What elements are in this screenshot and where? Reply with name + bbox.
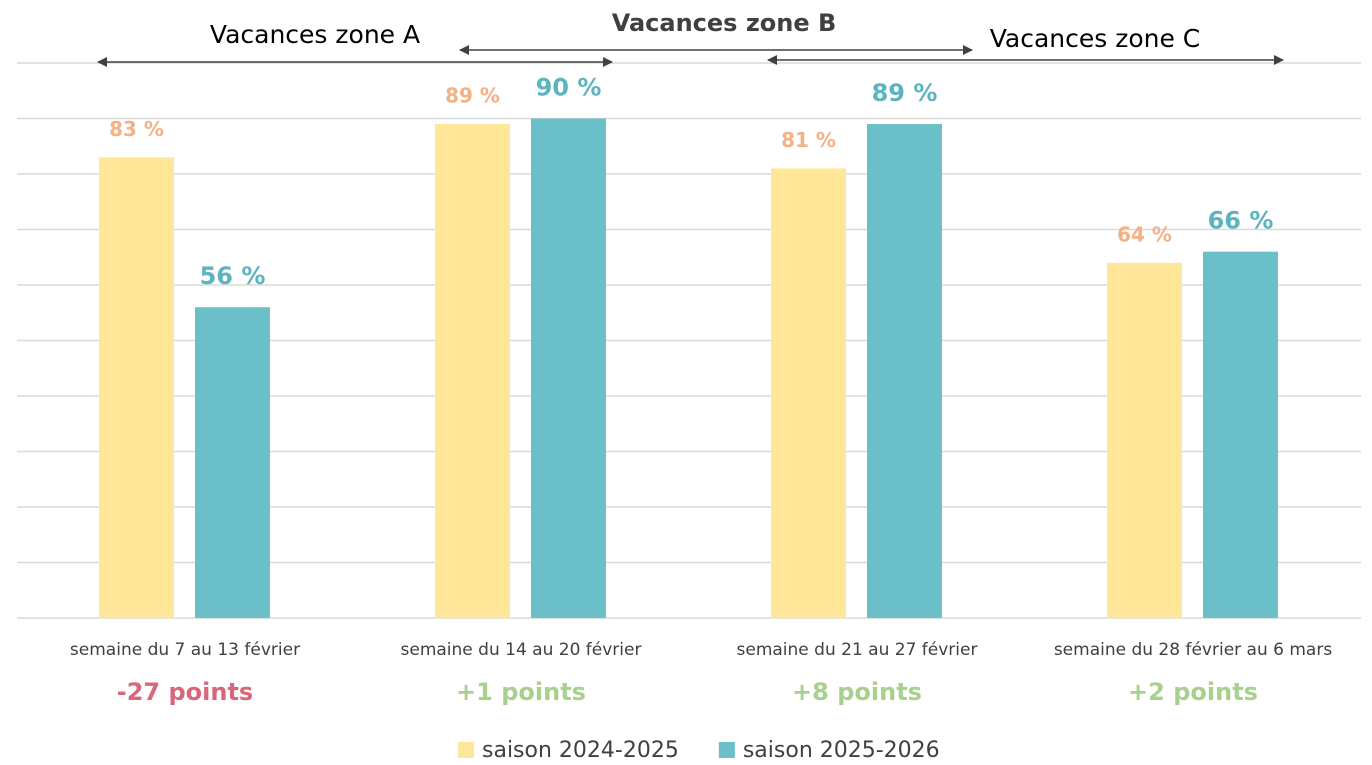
bar <box>195 307 270 618</box>
legend-swatch <box>718 742 735 758</box>
bar <box>435 124 510 619</box>
points-annotation: +2 points <box>1128 678 1258 706</box>
bar <box>1107 262 1182 618</box>
points-annotation: +8 points <box>792 678 922 706</box>
x-tick-label: semaine du 21 au 27 février <box>737 640 978 660</box>
x-tick-label: semaine du 14 au 20 février <box>401 640 642 660</box>
points-annotation: +1 points <box>456 678 586 706</box>
zone-label: Vacances zone B <box>612 9 837 37</box>
legend-label: saison 2025-2026 <box>743 738 940 763</box>
bars <box>99 118 1278 619</box>
legend-swatch <box>458 742 474 758</box>
x-tick-label: semaine du 7 au 13 février <box>70 640 300 660</box>
bar <box>867 124 942 619</box>
data-label: 83 % <box>109 117 164 141</box>
data-label: 56 % <box>200 262 266 290</box>
data-label: 64 % <box>1117 222 1172 246</box>
legend: saison 2024-2025 saison 2025-2026 <box>458 738 940 763</box>
data-label: 89 % <box>445 84 500 108</box>
zone-label: Vacances zone A <box>210 20 420 49</box>
bar <box>99 157 174 618</box>
legend-label: saison 2024-2025 <box>482 738 679 763</box>
data-label: 66 % <box>1208 207 1274 235</box>
data-label: 89 % <box>872 79 938 107</box>
data-label: 81 % <box>781 128 836 152</box>
x-tick-label: semaine du 28 février au 6 mars <box>1054 640 1333 660</box>
data-label: 90 % <box>536 74 602 102</box>
points-annotation: -27 points <box>117 678 253 706</box>
zone-label: Vacances zone C <box>990 24 1201 53</box>
bar <box>771 168 846 618</box>
bar <box>531 118 606 618</box>
bar <box>1203 251 1278 618</box>
